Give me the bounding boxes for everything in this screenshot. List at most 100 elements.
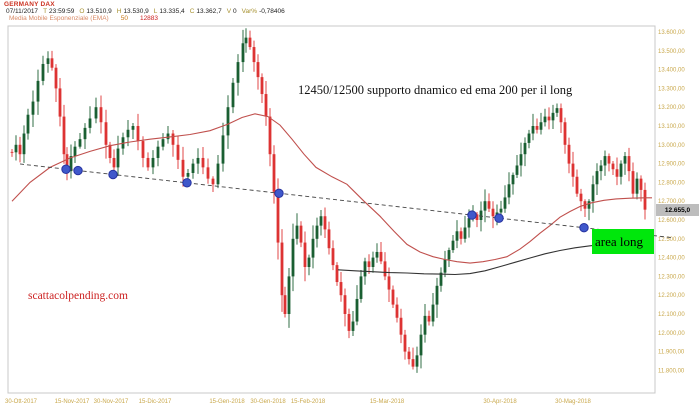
candle-body (627, 156, 631, 172)
candle-body (299, 225, 303, 243)
y-axis-label: 12.100,00 (658, 312, 685, 318)
ohlc-field-value: 23:59:59 (49, 8, 75, 15)
candle-body (355, 298, 359, 322)
x-axis-labels: 30-Ott-2017 15-Nov-2017 30-Nov-2017 15-Dic-… (5, 399, 592, 405)
x-axis-label: 15-Feb-2018 (291, 399, 326, 405)
touch-point-marker (61, 164, 71, 174)
y-axis-label: 12.000,00 (658, 331, 685, 337)
candle-body (323, 216, 327, 230)
candle-body (343, 295, 347, 314)
candle-body (126, 129, 130, 138)
candle-body (291, 238, 295, 277)
candle-body (483, 201, 487, 211)
candle-body (559, 108, 563, 123)
ohlc-field-label: H (116, 8, 122, 15)
candle-body (196, 157, 200, 164)
ohlc-field-value: 13.335,4 (159, 8, 185, 15)
candle-body (523, 142, 527, 155)
candle-body (375, 251, 379, 258)
candle-body (347, 314, 351, 331)
candle-body (607, 156, 611, 164)
candle-body (399, 317, 403, 335)
candle-body (201, 157, 205, 168)
candle-body (166, 133, 170, 140)
y-axis-label: 12.200,00 (658, 293, 685, 299)
candle-body (186, 173, 190, 177)
candle-body (176, 144, 180, 160)
candle-body (26, 114, 30, 134)
x-axis-label: 15-Nov-2017 (55, 399, 90, 405)
ohlc-field-value: 07/11/2017 (6, 8, 39, 15)
y-axis-label: 12.600,00 (658, 218, 685, 224)
candle-body (108, 144, 112, 158)
candle-body (248, 37, 252, 48)
candle-body (479, 210, 483, 220)
y-axis-label: 13.300,00 (658, 86, 685, 92)
candle-body (31, 101, 35, 115)
candle-body (287, 276, 291, 314)
candle-body (236, 62, 240, 83)
candle-body (511, 174, 515, 185)
candle-body (643, 189, 647, 210)
chart-header: GERMANY DAX 07/11/2017 T 23:59:59 O 13.510,9… (4, 1, 285, 22)
candle-body (535, 126, 539, 130)
candle-body (575, 176, 579, 194)
candle-body (112, 157, 116, 168)
candle-body (10, 151, 14, 153)
candle-body (463, 227, 467, 239)
plot-border (7, 25, 656, 394)
candlestick-series (10, 28, 647, 373)
candle-body (88, 118, 92, 128)
y-axis-label: 11.800,00 (658, 368, 685, 374)
candle-body (83, 127, 87, 140)
candle-body (276, 191, 280, 243)
candle-body (515, 165, 519, 175)
candle-body (136, 126, 140, 142)
candle-body (73, 146, 77, 157)
candle-body (491, 208, 495, 217)
candle-body (503, 197, 507, 209)
area-long-box: area long (592, 229, 654, 254)
candle-body (487, 201, 491, 209)
indicator-period: 50 (120, 15, 128, 22)
candle-body (351, 321, 355, 331)
ohlc-field-label: L (153, 8, 158, 15)
y-axis-label: 13.200,00 (658, 105, 685, 111)
candle-body (58, 88, 62, 117)
x-axis-label: 30-Apr-2018 (483, 399, 517, 405)
candle-body (451, 240, 455, 251)
candle-body (315, 225, 319, 239)
candle-body (383, 261, 387, 277)
candle-body (435, 285, 439, 305)
y-axis-label: 12.900,00 (658, 162, 685, 168)
candle-body (611, 163, 615, 170)
candle-body (407, 351, 411, 360)
candle-body (371, 257, 375, 267)
last-price-tag: 12.655,0 (656, 204, 699, 216)
candle-body (427, 315, 431, 322)
candle-body (280, 242, 284, 296)
y-axis-label: 13.600,00 (658, 30, 685, 36)
candle-body (635, 178, 639, 194)
ohlc-field-label: O (79, 8, 85, 15)
candle-body (623, 156, 627, 164)
candle-body (551, 112, 555, 121)
candle-body (543, 116, 547, 123)
y-axis-label: 13.500,00 (658, 49, 685, 55)
candle-body (587, 201, 591, 209)
y-axis-label: 12.500,00 (658, 237, 685, 243)
support-trendline (19, 163, 673, 239)
candle-body (104, 122, 108, 145)
candle-body (475, 214, 479, 220)
ohlc-field-value: 13.362,7 (196, 8, 222, 15)
candle-body (447, 250, 451, 260)
x-axis-label: 30-Ott-2017 (5, 399, 38, 405)
candle-body (62, 116, 66, 155)
candle-body (94, 107, 98, 119)
candle-body (272, 154, 276, 192)
candle-body (423, 315, 427, 335)
y-axis-label: 13.100,00 (658, 124, 685, 130)
chart-annotation-note: 12450/12500 supporto dnamico ed ema 200 … (298, 83, 573, 97)
